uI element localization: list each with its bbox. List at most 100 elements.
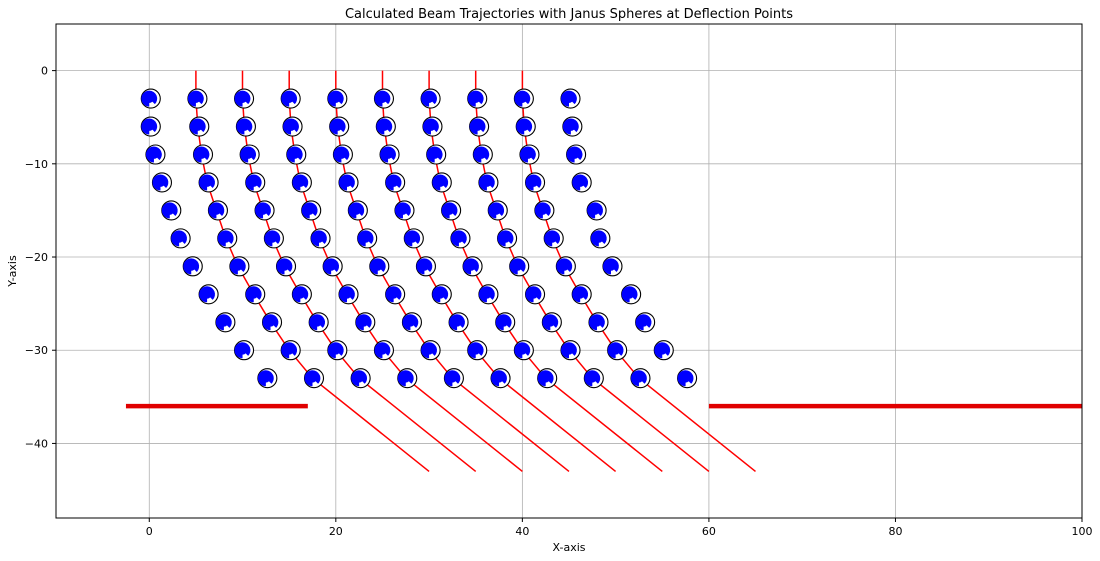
- janus-sphere: [571, 172, 592, 193]
- janus-sphere: [239, 144, 260, 165]
- janus-sphere: [630, 368, 651, 389]
- x-tick-label: 80: [888, 525, 902, 538]
- janus-sphere: [245, 284, 266, 305]
- janus-sphere: [586, 200, 607, 221]
- janus-sphere: [513, 88, 534, 109]
- janus-sphere: [450, 228, 471, 249]
- janus-sphere-core: [501, 233, 510, 243]
- janus-sphere: [308, 312, 329, 333]
- janus-sphere-core: [559, 261, 569, 271]
- janus-sphere-core: [445, 206, 455, 215]
- janus-sphere-core: [351, 206, 361, 215]
- janus-sphere: [192, 144, 214, 165]
- janus-sphere: [338, 284, 359, 305]
- x-tick-label: 40: [515, 525, 529, 538]
- janus-sphere-core: [448, 373, 457, 383]
- janus-sphere: [560, 88, 581, 109]
- janus-sphere: [515, 116, 536, 137]
- janus-sphere: [541, 312, 562, 333]
- y-tick-label: −30: [25, 344, 48, 357]
- janus-sphere-core: [379, 122, 389, 131]
- janus-sphere-core: [219, 317, 229, 327]
- janus-sphere-core: [238, 345, 247, 355]
- janus-sphere: [415, 256, 436, 277]
- janus-sphere: [327, 88, 348, 109]
- janus-sphere-core: [331, 345, 341, 355]
- janus-sphere: [583, 368, 604, 389]
- janus-sphere: [282, 116, 303, 137]
- janus-sphere-core: [592, 317, 602, 327]
- janus-sphere: [677, 368, 698, 389]
- janus-sphere-core: [342, 178, 352, 187]
- janus-sphere-core: [240, 122, 249, 131]
- janus-sphere-core: [290, 150, 300, 159]
- janus-sphere: [490, 368, 511, 389]
- janus-sphere: [140, 116, 161, 137]
- plot-frame: [55, 23, 1083, 519]
- janus-sphere-core: [452, 317, 462, 327]
- janus-sphere: [478, 172, 499, 193]
- y-tick-label: 0: [41, 65, 48, 78]
- janus-sphere: [257, 368, 278, 389]
- janus-sphere-core: [625, 289, 635, 299]
- janus-sphere: [145, 144, 166, 165]
- janus-sphere-core: [407, 233, 417, 243]
- janus-sphere-core: [359, 317, 369, 327]
- janus-sphere-core: [398, 206, 408, 215]
- janus-sphere-core: [197, 150, 206, 159]
- janus-sphere: [403, 228, 424, 249]
- janus-sphere-core: [295, 289, 305, 299]
- janus-sphere: [443, 368, 464, 389]
- janus-sphere: [245, 172, 266, 193]
- janus-sphere: [332, 144, 353, 165]
- janus-sphere: [472, 144, 493, 165]
- janus-sphere-core: [494, 373, 504, 383]
- janus-sphere-core: [314, 233, 324, 243]
- janus-sphere: [140, 88, 161, 109]
- janus-sphere: [467, 88, 488, 109]
- janus-sphere: [555, 256, 576, 277]
- janus-sphere-core: [406, 317, 415, 327]
- janus-sphere: [653, 340, 674, 361]
- janus-sphere-core: [606, 261, 616, 271]
- janus-sphere: [254, 200, 275, 221]
- janus-sphere: [602, 256, 623, 277]
- janus-sphere: [560, 340, 581, 361]
- janus-sphere-core: [202, 289, 212, 299]
- janus-sphere: [420, 88, 441, 109]
- janus-sphere-core: [681, 373, 690, 383]
- janus-sphere-core: [238, 94, 247, 103]
- janus-sphere-core: [657, 345, 667, 355]
- janus-sphere: [519, 144, 540, 165]
- janus-sphere-core: [156, 178, 165, 187]
- janus-sphere-core: [191, 94, 201, 103]
- janus-sphere-core: [284, 345, 294, 355]
- janus-sphere: [441, 200, 462, 221]
- janus-sphere-core: [149, 150, 159, 159]
- janus-sphere: [373, 340, 395, 361]
- janus-sphere: [327, 340, 348, 361]
- janus-sphere-core: [430, 150, 440, 159]
- janus-sphere: [322, 256, 343, 277]
- janus-sphere-core: [258, 206, 268, 215]
- janus-sphere-core: [482, 289, 492, 299]
- janus-sphere-core: [305, 206, 315, 215]
- janus-sphere-core: [426, 122, 436, 131]
- janus-sphere: [170, 228, 191, 249]
- janus-sphere-core: [611, 345, 621, 355]
- janus-sphere-core: [587, 373, 597, 383]
- janus-sphere: [357, 228, 378, 249]
- janus-sphere: [420, 340, 441, 361]
- janus-sphere: [462, 256, 483, 277]
- janus-sphere-core: [634, 373, 644, 383]
- janus-sphere-core: [529, 289, 538, 299]
- janus-sphere: [198, 172, 219, 193]
- janus-sphere-core: [566, 122, 576, 131]
- janus-sphere: [301, 200, 322, 221]
- janus-sphere-core: [639, 317, 649, 327]
- janus-sphere: [303, 368, 325, 389]
- janus-sphere: [286, 144, 307, 165]
- janus-sphere: [151, 172, 173, 193]
- janus-sphere: [469, 116, 490, 137]
- janus-sphere: [229, 256, 250, 277]
